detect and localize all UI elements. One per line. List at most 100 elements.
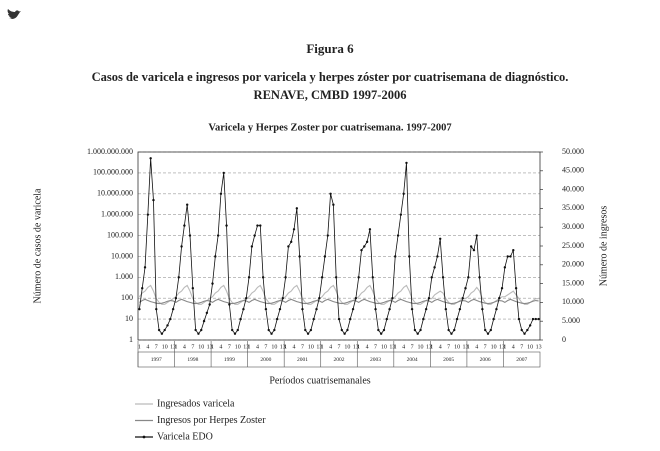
x-tick-label: 10	[271, 344, 277, 350]
series-line	[139, 298, 539, 305]
point	[354, 297, 358, 300]
point	[273, 328, 276, 332]
x-tick-label: 1	[430, 344, 433, 350]
point	[371, 276, 374, 279]
point	[439, 237, 442, 240]
point	[261, 276, 265, 279]
point	[534, 317, 537, 321]
x-axis-label: Períodos cuatrisemanales	[269, 375, 370, 386]
point	[323, 255, 327, 258]
point	[475, 234, 478, 237]
point	[138, 307, 141, 311]
point	[329, 192, 332, 195]
point	[483, 328, 487, 332]
point	[169, 317, 172, 321]
point	[528, 324, 532, 327]
point	[275, 317, 279, 321]
x-tick-label: 10	[235, 344, 241, 350]
point	[368, 228, 372, 231]
point	[306, 332, 310, 335]
plot-frame	[137, 151, 541, 341]
point	[292, 228, 296, 231]
x-tick-label: 4	[183, 344, 186, 350]
point	[180, 245, 183, 248]
point	[469, 245, 473, 248]
point	[537, 317, 540, 321]
y2-tick-label: 0	[562, 335, 566, 344]
point	[228, 303, 231, 306]
point	[374, 307, 377, 311]
x-tick-label: 1	[503, 344, 506, 350]
point	[436, 255, 439, 258]
point	[202, 319, 206, 323]
point	[264, 307, 268, 311]
point	[523, 332, 526, 335]
y2-tick-label: 15.000	[562, 278, 584, 287]
point	[270, 332, 273, 335]
point	[506, 255, 509, 258]
point	[143, 266, 147, 269]
point	[450, 332, 453, 335]
y2-tick-label: 50.000	[562, 147, 584, 156]
y-tick-label: 100	[121, 293, 133, 302]
point	[301, 307, 304, 311]
twitter-icon[interactable]	[7, 9, 21, 19]
point	[363, 245, 366, 248]
x-tick-label: 10	[308, 344, 314, 350]
point	[416, 332, 419, 335]
x-tick-label: 4	[402, 344, 405, 350]
y2-axis-label: Número de ingresos	[598, 206, 609, 287]
point	[236, 328, 239, 332]
group-label: 2001	[297, 357, 308, 363]
x-tick-label: 7	[264, 344, 267, 350]
x-tick-label: 10	[162, 344, 168, 350]
point	[351, 307, 355, 311]
point	[498, 297, 501, 300]
x-tick-label: 4	[219, 344, 222, 350]
point	[326, 234, 329, 237]
point	[247, 276, 251, 279]
x-tick-label: 13	[499, 344, 505, 350]
x-tick-label: 4	[475, 344, 478, 350]
point	[287, 245, 290, 248]
y2-tick-label: 10.000	[562, 297, 584, 306]
point	[410, 307, 414, 311]
x-tick-label: 7	[228, 344, 231, 350]
x-tick-label: 10	[198, 344, 204, 350]
y2-tick-label: 35.000	[562, 203, 584, 212]
point	[337, 317, 341, 321]
point	[464, 287, 467, 290]
point	[388, 307, 391, 311]
point	[214, 255, 217, 258]
point	[211, 282, 214, 285]
x-tick-label: 1	[467, 344, 470, 350]
x-tick-label: 7	[447, 344, 450, 350]
x-tick-label: 13	[207, 344, 213, 350]
point	[332, 203, 335, 206]
point	[399, 213, 403, 216]
y-tick-label: 10	[125, 314, 133, 323]
x-tick-label: 13	[536, 344, 542, 350]
point	[230, 328, 234, 332]
point	[259, 224, 262, 227]
x-tick-label: 7	[411, 344, 414, 350]
y-axis-label: Número de casos de varicela	[32, 188, 43, 304]
y2-tick-label: 20.000	[562, 260, 584, 269]
point	[517, 317, 521, 321]
y2-tick-label: 30.000	[562, 222, 584, 231]
point	[503, 266, 507, 269]
point	[222, 171, 225, 175]
x-tick-label: 7	[155, 344, 158, 350]
point	[216, 234, 220, 237]
point	[152, 198, 155, 202]
point	[312, 317, 315, 321]
x-tick-label: 1	[284, 344, 287, 350]
point	[340, 328, 344, 332]
x-tick-label: 1	[357, 344, 360, 350]
x-tick-label: 7	[191, 344, 194, 350]
y-tick-label: 1.000	[115, 272, 133, 281]
point	[444, 307, 448, 311]
point	[185, 203, 189, 206]
group-label: 2007	[516, 357, 527, 363]
